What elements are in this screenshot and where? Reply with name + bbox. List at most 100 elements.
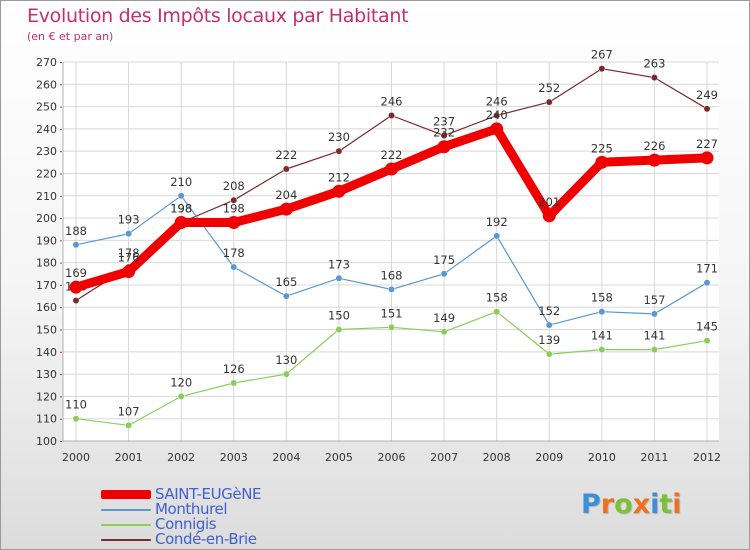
- data-point-monthurel: [650, 310, 658, 318]
- data-label-conde-en-brie: 252: [538, 81, 560, 95]
- y-tick-label: 180: [36, 257, 57, 270]
- x-tick-label: 2009: [535, 451, 563, 464]
- data-label-connigis: 126: [223, 362, 245, 376]
- data-point-saint-eugene: [542, 209, 556, 223]
- data-label-conde-en-brie: 208: [223, 179, 245, 193]
- y-tick-label: 140: [36, 346, 57, 359]
- data-label-conde-en-brie: 198: [170, 202, 192, 216]
- x-tick-label: 2008: [483, 451, 511, 464]
- data-point-conde-en-brie: [282, 165, 290, 173]
- x-tick-label: 2002: [167, 451, 195, 464]
- data-point-saint-eugene: [122, 265, 136, 279]
- data-point-connigis: [72, 415, 80, 423]
- data-label-conde-en-brie: 237: [433, 115, 455, 129]
- data-label-saint-eugene: 232: [433, 126, 455, 140]
- data-point-monthurel: [440, 270, 448, 278]
- x-tick-label: 2003: [220, 451, 248, 464]
- data-label-monthurel: 210: [170, 175, 192, 189]
- data-label-connigis: 130: [275, 353, 297, 367]
- data-label-connigis: 149: [433, 311, 455, 325]
- data-point-monthurel: [125, 230, 133, 238]
- y-tick-label: 100: [36, 435, 57, 448]
- y-tick-label: 120: [36, 390, 57, 403]
- data-point-saint-eugene: [595, 155, 609, 169]
- y-tick-label: 150: [36, 324, 57, 337]
- data-label-connigis: 141: [643, 329, 665, 343]
- data-point-conde-en-brie: [335, 147, 343, 155]
- data-point-conde-en-brie: [72, 297, 80, 304]
- y-tick-label: 250: [36, 101, 57, 114]
- y-tick-label: 210: [36, 190, 57, 203]
- y-tick-label: 200: [36, 212, 57, 225]
- data-point-saint-eugene: [700, 151, 714, 165]
- data-point-saint-eugene: [647, 153, 661, 167]
- data-label-saint-eugene: 176: [118, 251, 140, 265]
- data-label-saint-eugene: 240: [486, 108, 508, 122]
- data-point-saint-eugene: [174, 216, 188, 230]
- data-label-conde-en-brie: 263: [643, 57, 665, 71]
- data-label-monthurel: 168: [381, 268, 403, 282]
- data-point-saint-eugene: [490, 122, 504, 136]
- data-label-conde-en-brie: 178: [118, 246, 140, 260]
- x-tick-label: 2000: [62, 451, 90, 464]
- logo-text: Proxiti: [581, 489, 682, 520]
- data-label-connigis: 150: [328, 309, 350, 323]
- data-point-conde-en-brie: [650, 74, 658, 82]
- data-point-monthurel: [230, 263, 238, 271]
- x-tick-label: 2005: [325, 451, 353, 464]
- data-label-monthurel: 178: [223, 246, 245, 260]
- data-point-connigis: [282, 370, 290, 378]
- chart-subtitle: (en € et par an): [27, 30, 114, 43]
- data-point-monthurel: [177, 192, 185, 200]
- y-tick-label: 190: [36, 234, 57, 247]
- legend-swatch: [101, 523, 151, 526]
- data-label-saint-eugene: 227: [696, 137, 718, 151]
- data-point-monthurel: [388, 285, 395, 293]
- data-point-saint-eugene: [227, 216, 241, 230]
- data-label-monthurel: 188: [65, 224, 87, 238]
- data-point-connigis: [545, 350, 553, 358]
- x-tick-label: 2010: [588, 451, 616, 464]
- data-label-saint-eugene: 212: [328, 170, 350, 184]
- data-label-conde-en-brie: 246: [381, 95, 403, 109]
- x-tick-label: 2004: [272, 451, 300, 464]
- data-point-conde-en-brie: [388, 112, 395, 119]
- data-label-conde-en-brie: 222: [275, 148, 297, 162]
- data-point-connigis: [703, 337, 711, 345]
- data-label-monthurel: 193: [118, 213, 140, 227]
- data-point-conde-en-brie: [440, 132, 448, 140]
- data-point-monthurel: [598, 308, 606, 316]
- data-label-saint-eugene: 204: [275, 188, 297, 202]
- data-point-conde-en-brie: [545, 98, 553, 106]
- data-label-connigis: 120: [170, 375, 192, 389]
- data-point-conde-en-brie: [703, 105, 711, 113]
- data-label-connigis: 107: [118, 404, 140, 418]
- data-label-monthurel: 165: [275, 275, 297, 289]
- data-label-conde-en-brie: 246: [486, 95, 508, 109]
- proxiti-logo: Proxiti: [581, 489, 682, 520]
- data-point-conde-en-brie: [598, 65, 606, 73]
- data-point-saint-eugene: [437, 140, 451, 154]
- data-point-monthurel: [335, 274, 343, 282]
- data-label-saint-eugene: 198: [170, 202, 192, 216]
- data-label-monthurel: 171: [696, 262, 718, 276]
- data-point-connigis: [493, 308, 501, 316]
- legend-label: Monthurel: [155, 500, 228, 518]
- data-label-monthurel: 175: [433, 253, 455, 267]
- data-label-conde-en-brie: 249: [696, 88, 718, 102]
- data-label-saint-eugene: 201: [538, 195, 560, 209]
- data-point-connigis: [440, 328, 448, 336]
- data-label-conde-en-brie: 267: [591, 48, 613, 62]
- legend-label: SAINT-EUGèNE: [155, 485, 262, 503]
- y-tick-label: 270: [36, 56, 57, 69]
- y-tick-label: 260: [36, 78, 57, 91]
- x-tick-label: 2007: [430, 451, 458, 464]
- x-tick-label: 2001: [115, 451, 143, 464]
- y-tick-label: 130: [36, 368, 57, 381]
- data-label-conde-en-brie: 230: [328, 130, 350, 144]
- legend-label: Condé-en-Brie: [155, 530, 257, 548]
- data-point-conde-en-brie: [230, 196, 238, 204]
- data-label-connigis: 151: [381, 306, 403, 320]
- data-label-monthurel: 152: [538, 304, 560, 318]
